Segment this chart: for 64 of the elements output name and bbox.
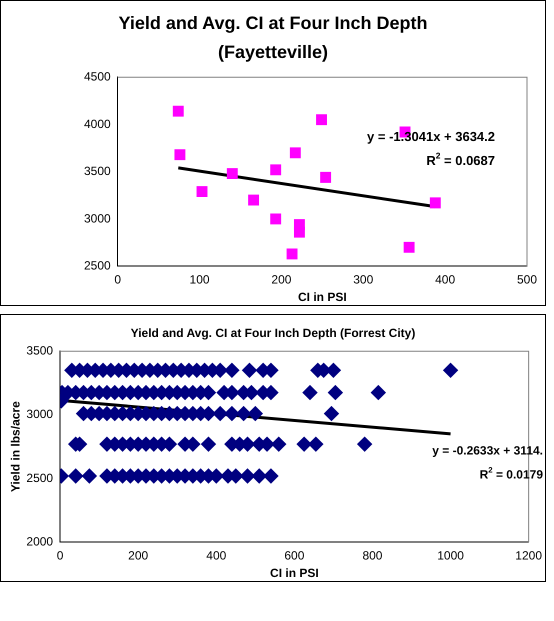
point [271, 436, 286, 452]
point [404, 242, 415, 253]
x-tick-label: 400 [435, 272, 456, 287]
point [252, 468, 267, 484]
y-tick-label: 3000 [26, 407, 54, 422]
point [82, 468, 97, 484]
point [242, 362, 257, 378]
point [290, 147, 301, 158]
point [224, 362, 240, 378]
point [302, 385, 318, 400]
point [224, 406, 240, 422]
x-axis-title: CI in PSI [298, 290, 347, 304]
point [200, 436, 216, 452]
annotation: y = -0.2633x + 3114. [432, 444, 543, 458]
point [328, 385, 343, 400]
chart-title: Yield and Avg. CI at Four Inch Depth (Fayetteville) [117, 12, 428, 64]
x-tick-label: 600 [284, 548, 305, 563]
point [226, 168, 238, 180]
point [172, 106, 184, 117]
x-tick-label: 500 [516, 272, 538, 287]
x-tick-label: 200 [271, 272, 292, 287]
point [430, 197, 441, 208]
point [236, 406, 252, 422]
point [324, 406, 339, 422]
x-tick-label: 100 [190, 272, 210, 287]
point [270, 214, 282, 224]
y-tick-label: 2500 [84, 258, 112, 273]
point [212, 406, 228, 422]
x-tick-label: 0 [56, 548, 64, 563]
chart-title: Yield and Avg. CI at Four Inch Depth (Forrest City) [130, 325, 416, 341]
x-axis-title: CI in PSI [270, 566, 319, 580]
y-tick-label: 2500 [26, 470, 54, 485]
x-tick-label: 1200 [515, 548, 542, 563]
point [174, 149, 186, 160]
point [286, 248, 298, 260]
x-tick-label: 200 [128, 548, 149, 563]
point [316, 114, 327, 126]
point [443, 362, 458, 378]
point [68, 468, 84, 484]
y-tick-label: 4000 [84, 116, 112, 131]
y-tick-label: 3500 [26, 344, 54, 358]
x-tick-label: 800 [362, 548, 383, 563]
point [320, 172, 332, 183]
point [248, 406, 263, 422]
y-axis-title: Yield in lbs/acre [8, 400, 23, 492]
point [270, 164, 282, 176]
y-tick-label: 3000 [84, 211, 112, 226]
x-tick-label: 0 [114, 272, 122, 287]
point [308, 436, 324, 452]
point [294, 226, 305, 238]
point [263, 468, 278, 484]
point [196, 186, 208, 197]
x-tick-label: 300 [353, 272, 374, 287]
point [370, 385, 386, 400]
x-tick-label: 400 [206, 548, 227, 563]
point [357, 436, 372, 452]
point [296, 436, 312, 452]
point [248, 194, 260, 206]
point [240, 468, 256, 484]
annotation: y = -1.3041x + 3634.2 [367, 128, 496, 144]
y-tick-label: 2000 [26, 534, 54, 549]
y-tick-label: 4500 [84, 70, 112, 84]
y-tick-label: 3500 [84, 164, 112, 178]
x-tick-label: 1000 [437, 548, 464, 563]
